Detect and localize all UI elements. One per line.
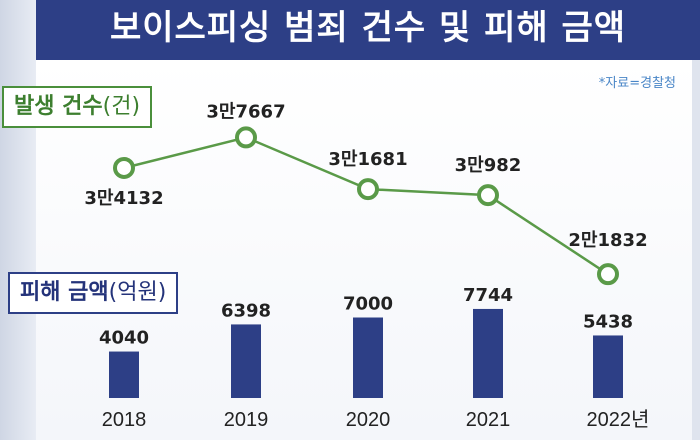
legend-damage-unit: (억원) [108, 280, 167, 305]
line-series [113, 126, 619, 286]
legend-cases: 발생 건수(건) [2, 86, 153, 128]
legend-cases-label: 발생 건수 [14, 94, 103, 119]
background-left-strip [0, 0, 36, 440]
bar-2022년 [593, 335, 623, 398]
bar-label-2018: 4040 [99, 328, 149, 349]
bar-label-2020: 7000 [343, 294, 393, 315]
bar-2018 [109, 351, 139, 398]
point-2018 [113, 156, 135, 179]
line-label-2022년: 2만1832 [568, 230, 647, 251]
title-banner: 보이스피싱 범죄 건수 및 피해 금액 [36, 0, 700, 60]
line-label-2020: 3만1681 [328, 149, 407, 170]
bar-label-2022년: 5438 [583, 311, 633, 332]
background-right-strip [692, 0, 700, 440]
point-2021 [477, 184, 499, 207]
x-tick-2019: 2019 [224, 409, 269, 431]
x-tick-2021: 2021 [466, 409, 511, 431]
bar-2020 [353, 317, 383, 398]
source-note: *자료=경찰청 [598, 76, 676, 91]
point-2020 [357, 178, 379, 201]
bar-2021 [473, 308, 503, 398]
bar-label-2019: 6398 [221, 300, 271, 321]
legend-cases-unit: (건) [102, 94, 141, 119]
point-2019 [235, 126, 257, 149]
data-labels: 4040 6398 7000 7744 5438 3만4132 3만7667 3만1681 3만… [84, 101, 647, 348]
legend-damage: 피해 금액(억원) [8, 272, 179, 314]
x-axis-ticks: 2018 2019 2020 2021 2022년 [102, 408, 650, 431]
x-tick-2020: 2020 [346, 409, 391, 431]
chart-title: 보이스피싱 범죄 건수 및 피해 금액 [109, 8, 627, 48]
bar-series [109, 308, 623, 398]
line-label-2018: 3만4132 [84, 188, 163, 209]
point-2022년 [597, 263, 619, 286]
line-label-2019: 3만7667 [206, 101, 285, 122]
line-label-2021: 3만982 [455, 155, 522, 176]
bar-label-2021: 7744 [463, 285, 513, 306]
legend-damage-label: 피해 금액 [20, 280, 109, 305]
x-tick-2018: 2018 [102, 409, 147, 431]
bar-2019 [231, 324, 261, 398]
x-tick-2022년: 2022년 [587, 408, 650, 431]
